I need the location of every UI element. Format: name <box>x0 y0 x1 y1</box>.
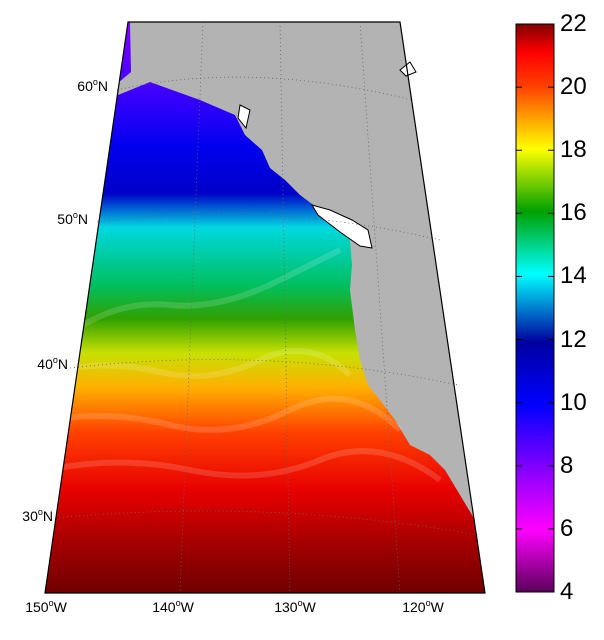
latitude-label: 30oN <box>22 507 53 524</box>
latitude-label: 60oN <box>77 77 108 94</box>
colorbar-tick-label: 14 <box>560 262 587 290</box>
colorbar-tick-label: 12 <box>560 325 587 353</box>
colorbar-tick-label: 16 <box>560 199 587 227</box>
latitude-label: 50oN <box>57 210 88 227</box>
longitude-label: 140oW <box>152 598 194 615</box>
longitude-label: 130oW <box>274 598 316 615</box>
graticule <box>54 21 479 594</box>
longitude-label: 150oW <box>25 598 67 615</box>
colorbar-tick-label: 8 <box>560 451 574 479</box>
colorbar-tick-label: 22 <box>560 10 587 37</box>
ocean-region <box>45 22 485 593</box>
colorbar-tick-label: 10 <box>560 388 587 416</box>
colorbar-tick-label: 18 <box>560 136 587 164</box>
latitude-label: 40oN <box>37 355 68 372</box>
colorbar-tick-label: 20 <box>560 73 587 101</box>
map-frame <box>44 21 486 594</box>
colorbar-tick-label: 4 <box>560 578 574 605</box>
longitude-label: 120oW <box>402 598 444 615</box>
ocean-eddy-texture <box>47 247 442 483</box>
colorbar <box>515 23 555 593</box>
colorbar-tick-label: 6 <box>560 514 574 542</box>
coastline <box>237 61 417 249</box>
colorbar-ticks <box>516 23 554 593</box>
